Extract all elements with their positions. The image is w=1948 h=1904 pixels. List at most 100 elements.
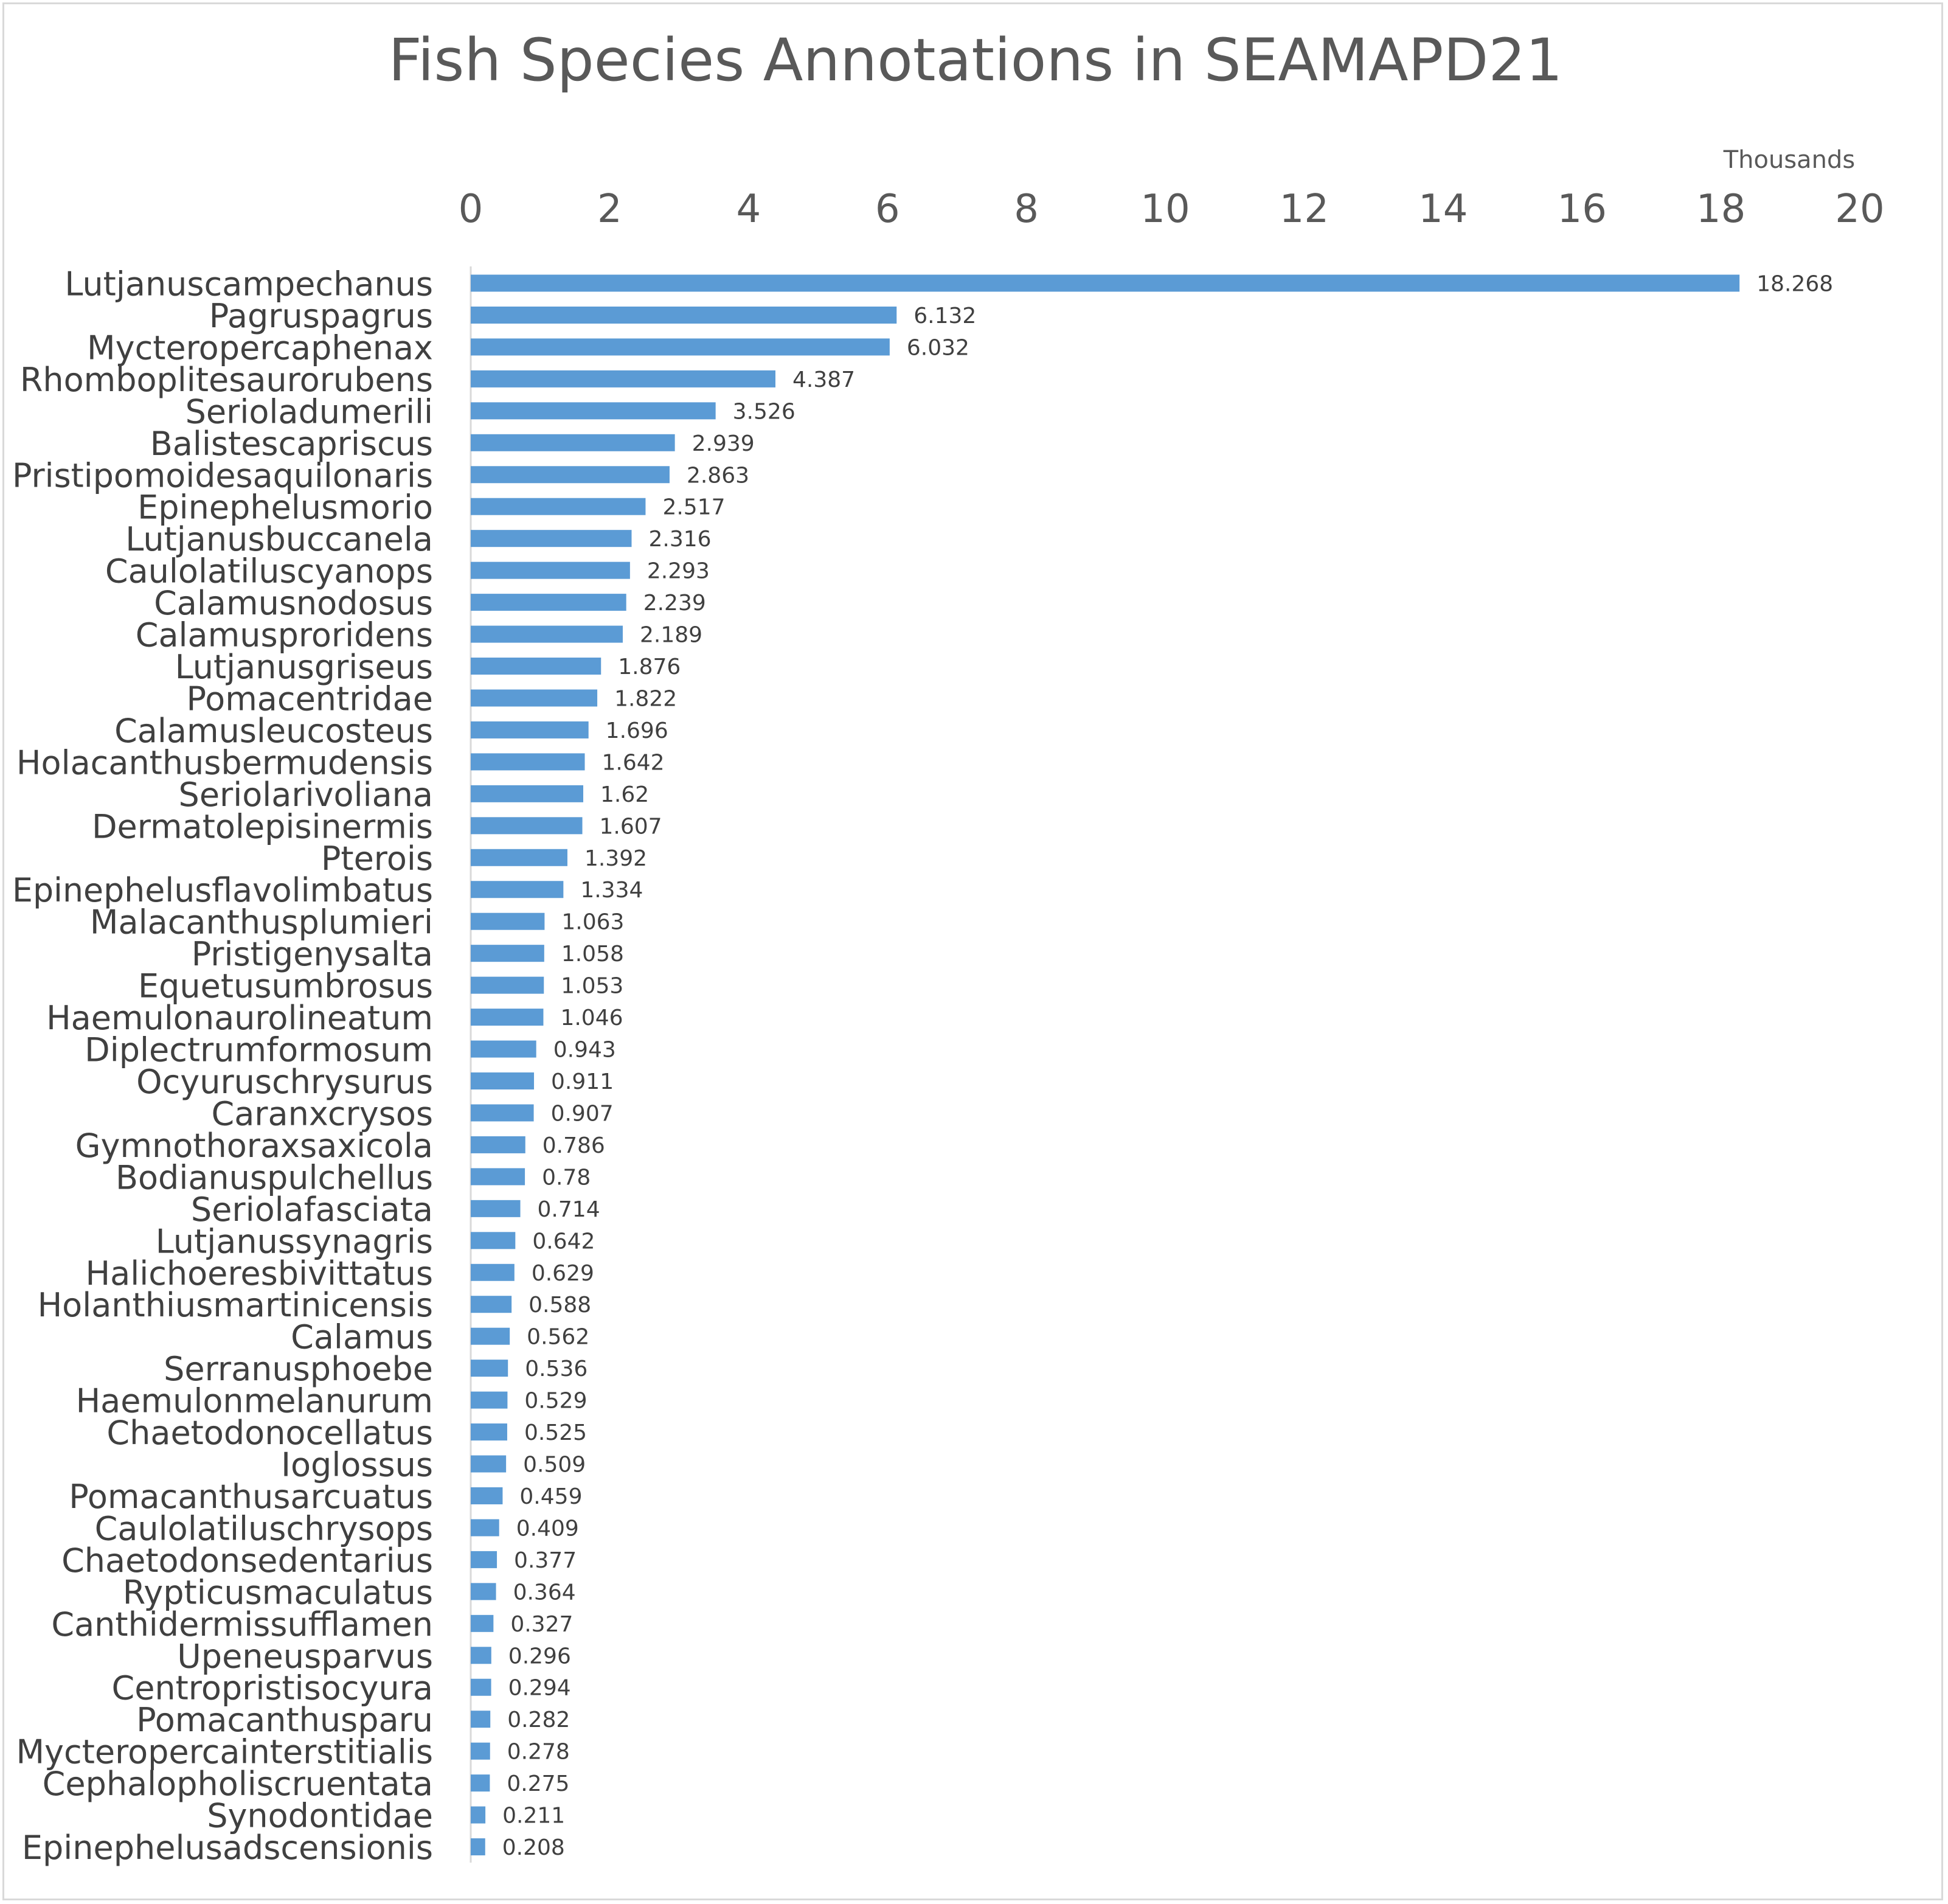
data-label: 0.208 bbox=[502, 1835, 565, 1860]
data-label: 1.696 bbox=[606, 718, 668, 743]
data-label: 2.939 bbox=[692, 431, 755, 456]
x-tick-label: 20 bbox=[1835, 187, 1884, 232]
category-label: Pristigenysalta bbox=[192, 935, 433, 973]
bar bbox=[471, 594, 626, 611]
category-label: Holanthiusmartinicensis bbox=[38, 1286, 433, 1324]
category-label: Lutjanussynagris bbox=[156, 1222, 433, 1260]
category-label: Canthidermissufflamen bbox=[51, 1605, 433, 1644]
data-label: 6.032 bbox=[907, 335, 969, 360]
data-label: 2.316 bbox=[648, 527, 711, 552]
data-label: 0.529 bbox=[524, 1389, 587, 1414]
data-label: 4.387 bbox=[792, 367, 855, 392]
data-label: 1.822 bbox=[614, 686, 677, 711]
bar bbox=[471, 306, 897, 324]
data-label: 2.517 bbox=[662, 495, 725, 520]
x-axis-ticks: 0 2 4 6 8 10 12 14 16 18 20 bbox=[459, 187, 1885, 232]
data-label: 1.058 bbox=[561, 942, 624, 967]
category-label: Calamusleucosteus bbox=[114, 712, 433, 750]
bar bbox=[471, 1519, 499, 1537]
bar bbox=[471, 976, 544, 994]
data-label: 0.278 bbox=[507, 1740, 570, 1765]
data-label: 6.132 bbox=[913, 304, 976, 328]
data-label: 2.189 bbox=[640, 623, 702, 648]
category-label: Cephalopholiscruentata bbox=[43, 1765, 433, 1803]
bar bbox=[471, 1327, 510, 1345]
x-tick-label: 4 bbox=[736, 187, 761, 232]
bar bbox=[471, 658, 601, 675]
bar bbox=[471, 1711, 491, 1728]
category-label: Equetusumbrosus bbox=[138, 967, 433, 1006]
value-labels: 18.268 6.132 6.032 4.387 3.526 2.939 2.863 2.51… bbox=[502, 272, 1833, 1861]
bar bbox=[471, 1455, 507, 1473]
bar bbox=[471, 338, 890, 356]
category-label: Seriolarivoliana bbox=[179, 776, 433, 814]
bar bbox=[471, 1774, 490, 1792]
bar bbox=[471, 912, 545, 930]
x-tick-label: 8 bbox=[1014, 187, 1039, 232]
axis-unit-label: Thousands bbox=[1723, 146, 1856, 174]
x-tick-label: 18 bbox=[1696, 187, 1745, 232]
bar bbox=[471, 945, 544, 962]
data-label: 0.642 bbox=[532, 1229, 595, 1254]
bar bbox=[471, 785, 584, 802]
category-label: Calamusproridens bbox=[136, 616, 433, 655]
data-label: 0.78 bbox=[542, 1165, 591, 1190]
category-label: Bodianuspulchellus bbox=[116, 1158, 433, 1197]
x-tick-label: 10 bbox=[1140, 187, 1190, 232]
category-label: Pagruspagrus bbox=[209, 297, 433, 335]
category-label: Rhomboplitesaurorubens bbox=[20, 361, 433, 399]
data-label: 2.863 bbox=[687, 463, 749, 488]
category-label: Gymnothoraxsaxicola bbox=[75, 1127, 433, 1165]
category-label: Pomacanthusarcuatus bbox=[69, 1478, 433, 1516]
bar bbox=[471, 1104, 534, 1122]
category-label: Caranxcrysos bbox=[212, 1094, 433, 1133]
data-label: 1.607 bbox=[600, 814, 662, 839]
data-label: 0.629 bbox=[532, 1261, 594, 1286]
bar bbox=[471, 1263, 515, 1281]
category-labels: LutjanuscampechanusPagruspagrusMycterope… bbox=[12, 265, 433, 1868]
data-label: 0.943 bbox=[553, 1038, 616, 1063]
bar bbox=[471, 881, 564, 898]
bar bbox=[471, 561, 630, 579]
bar bbox=[471, 1647, 491, 1664]
data-label: 0.536 bbox=[525, 1357, 588, 1381]
data-label: 0.459 bbox=[519, 1484, 582, 1509]
bar bbox=[471, 1487, 503, 1504]
category-label: Holacanthusbermudensis bbox=[16, 743, 433, 782]
data-label: 0.296 bbox=[508, 1644, 571, 1669]
category-label: Ocyuruschrysurus bbox=[136, 1063, 433, 1101]
data-label: 18.268 bbox=[1756, 272, 1833, 297]
data-label: 0.562 bbox=[527, 1325, 589, 1350]
bar bbox=[471, 1678, 491, 1696]
category-label: Dermatolepisinermis bbox=[92, 807, 433, 846]
bar bbox=[471, 498, 646, 515]
category-label: Ioglossus bbox=[281, 1446, 433, 1484]
bar bbox=[471, 1742, 490, 1760]
data-label: 2.239 bbox=[643, 591, 706, 616]
bar bbox=[471, 1614, 494, 1632]
category-label: Malacanthusplumieri bbox=[90, 903, 433, 942]
x-tick-label: 14 bbox=[1418, 187, 1468, 232]
data-label: 1.392 bbox=[584, 846, 647, 871]
bar bbox=[471, 753, 585, 771]
bar bbox=[471, 689, 598, 707]
category-label: Synodontidae bbox=[207, 1797, 433, 1835]
category-label: Mycteropercaphenax bbox=[87, 328, 433, 367]
category-label: Pterois bbox=[321, 839, 433, 878]
data-label: 1.046 bbox=[560, 1006, 623, 1030]
category-label: Halichoeresbivittatus bbox=[86, 1254, 433, 1293]
bar bbox=[471, 1232, 516, 1249]
category-label: Diplectrumformosum bbox=[85, 1031, 433, 1069]
category-label: Pristipomoidesaquilonaris bbox=[12, 456, 433, 495]
bar bbox=[471, 370, 775, 387]
bar bbox=[471, 1423, 507, 1441]
data-label: 0.282 bbox=[507, 1708, 570, 1732]
category-label: Lutjanusbuccanela bbox=[125, 520, 433, 558]
category-label: Calamus bbox=[291, 1318, 433, 1357]
category-label: Mycteropercainterstitialis bbox=[16, 1733, 433, 1771]
x-tick-label: 2 bbox=[597, 187, 622, 232]
x-tick-label: 0 bbox=[459, 187, 484, 232]
data-label: 0.907 bbox=[551, 1101, 614, 1126]
